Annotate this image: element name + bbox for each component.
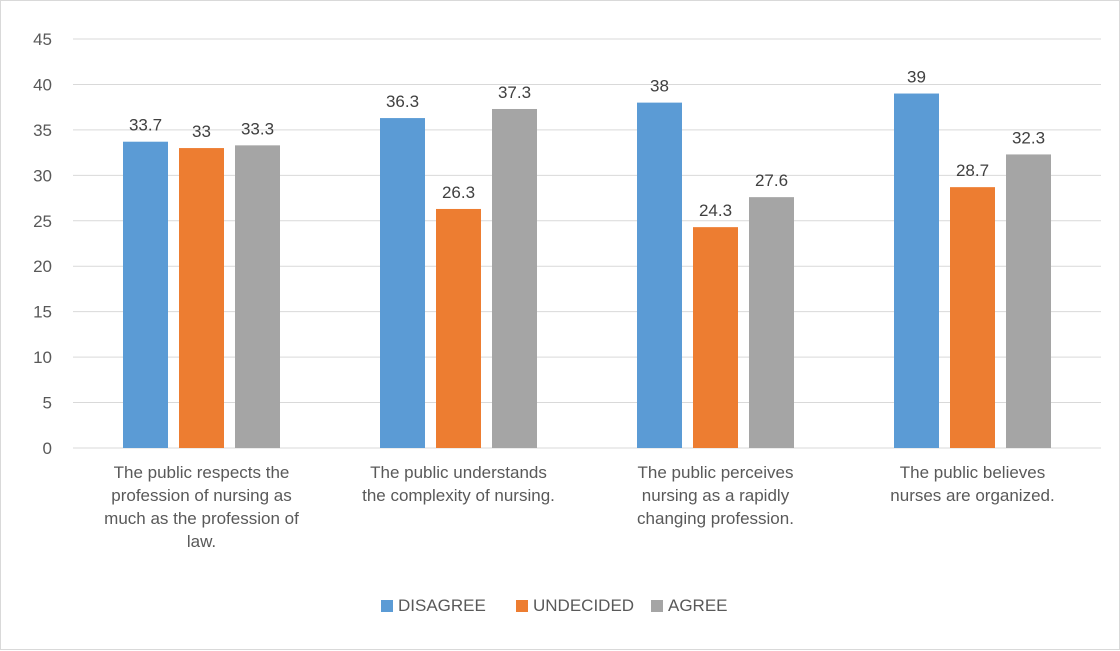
x-category-label-line: The public respects the xyxy=(114,463,290,482)
bar-undecided xyxy=(950,187,995,448)
y-axis: 0 5 10 15 20 25 30 35 40 45 xyxy=(33,30,52,458)
data-label: 33 xyxy=(192,122,211,141)
x-category-label-line: The public believes xyxy=(900,463,1046,482)
y-tick-label: 45 xyxy=(33,30,52,49)
data-label: 32.3 xyxy=(1012,128,1045,147)
bar-disagree xyxy=(123,141,168,448)
data-label: 24.3 xyxy=(699,201,732,220)
data-label: 38 xyxy=(650,77,669,96)
legend-label-agree: AGREE xyxy=(668,596,728,615)
y-tick-label: 10 xyxy=(33,348,52,367)
x-category-label: The public perceives nursing as a rapidly… xyxy=(637,463,794,528)
bar-undecided xyxy=(436,208,481,448)
x-category-label-line: much as the profession of xyxy=(104,509,299,528)
x-category-label-line: nursing as a rapidly xyxy=(642,486,790,505)
x-category-label-line: nurses are organized. xyxy=(890,486,1054,505)
legend: DISAGREE UNDECIDED AGREE xyxy=(381,596,728,615)
x-category-label-line: the complexity of nursing. xyxy=(362,486,555,505)
bar-disagree xyxy=(894,93,939,449)
data-label: 33.3 xyxy=(241,119,274,138)
x-category-label: The public understands the complexity of … xyxy=(362,463,555,505)
data-label: 28.7 xyxy=(956,161,989,180)
x-category-label-line: changing profession. xyxy=(637,509,794,528)
bar-undecided xyxy=(693,227,738,448)
legend-swatch-disagree xyxy=(381,600,393,612)
bars xyxy=(123,93,1051,449)
data-labels: 33.7 36.3 38 39 33 26.3 24.3 28.7 33.3 37.3 27.6 32… xyxy=(129,68,1045,221)
y-tick-label: 25 xyxy=(33,212,52,231)
bar-agree xyxy=(492,108,537,449)
data-label: 39 xyxy=(907,68,926,87)
x-category-label: The public respects the profession of nur… xyxy=(104,463,299,551)
bar-disagree xyxy=(380,118,425,448)
y-tick-label: 40 xyxy=(33,75,52,94)
legend-swatch-agree xyxy=(651,600,663,612)
legend-label-disagree: DISAGREE xyxy=(398,596,486,615)
bar-agree xyxy=(749,197,794,448)
data-label: 27.6 xyxy=(755,171,788,190)
gridlines xyxy=(73,38,1101,449)
bar-agree xyxy=(235,145,280,448)
data-label: 36.3 xyxy=(386,92,419,111)
legend-label-undecided: UNDECIDED xyxy=(533,596,634,615)
x-category-label-line: The public understands xyxy=(370,463,547,482)
x-category-label: The public believes nurses are organized. xyxy=(890,463,1054,505)
bar-agree xyxy=(1006,154,1051,448)
bar-disagree xyxy=(637,102,682,448)
y-tick-label: 30 xyxy=(33,166,52,185)
y-tick-label: 5 xyxy=(43,394,52,413)
x-category-label-line: profession of nursing as xyxy=(111,486,292,505)
data-label: 26.3 xyxy=(442,183,475,202)
x-category-label-line: The public perceives xyxy=(638,463,794,482)
data-label: 37.3 xyxy=(498,83,531,102)
y-tick-label: 35 xyxy=(33,121,52,140)
x-category-label-line: law. xyxy=(187,532,216,551)
y-tick-label: 15 xyxy=(33,303,52,322)
legend-swatch-undecided xyxy=(516,600,528,612)
data-label: 33.7 xyxy=(129,116,162,135)
bar-undecided xyxy=(179,148,224,449)
y-tick-label: 0 xyxy=(43,439,52,458)
y-tick-label: 20 xyxy=(33,257,52,276)
x-axis: The public respects the profession of nur… xyxy=(104,463,1055,551)
